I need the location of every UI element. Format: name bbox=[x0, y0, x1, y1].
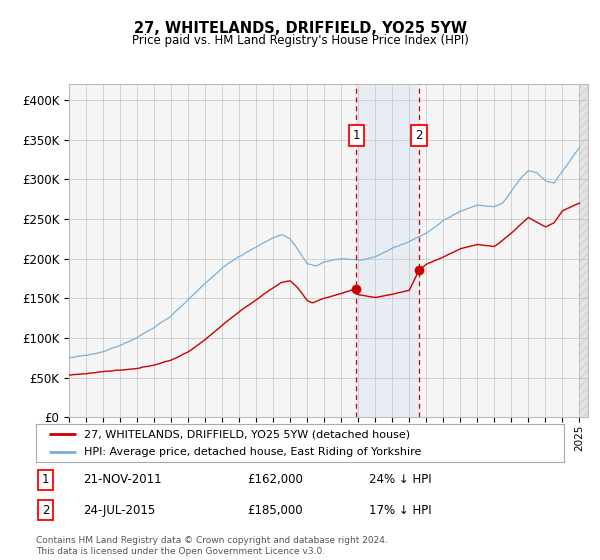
Text: 2: 2 bbox=[415, 129, 422, 142]
Text: Contains HM Land Registry data © Crown copyright and database right 2024.
This d: Contains HM Land Registry data © Crown c… bbox=[36, 536, 388, 556]
Text: 24-JUL-2015: 24-JUL-2015 bbox=[83, 503, 156, 516]
Bar bbox=[580, 84, 588, 417]
Bar bbox=[356, 84, 419, 417]
Text: 21-NOV-2011: 21-NOV-2011 bbox=[83, 473, 162, 486]
Text: 27, WHITELANDS, DRIFFIELD, YO25 5YW: 27, WHITELANDS, DRIFFIELD, YO25 5YW bbox=[133, 21, 467, 36]
Text: 27, WHITELANDS, DRIFFIELD, YO25 5YW (detached house): 27, WHITELANDS, DRIFFIELD, YO25 5YW (det… bbox=[83, 429, 410, 439]
Text: £162,000: £162,000 bbox=[247, 473, 303, 486]
Text: £185,000: £185,000 bbox=[247, 503, 303, 516]
Text: 24% ↓ HPI: 24% ↓ HPI bbox=[368, 473, 431, 486]
Text: 2: 2 bbox=[42, 503, 49, 516]
Text: HPI: Average price, detached house, East Riding of Yorkshire: HPI: Average price, detached house, East… bbox=[83, 447, 421, 457]
Text: Price paid vs. HM Land Registry's House Price Index (HPI): Price paid vs. HM Land Registry's House … bbox=[131, 34, 469, 46]
Text: 1: 1 bbox=[42, 473, 49, 486]
Text: 17% ↓ HPI: 17% ↓ HPI bbox=[368, 503, 431, 516]
Text: 1: 1 bbox=[353, 129, 360, 142]
